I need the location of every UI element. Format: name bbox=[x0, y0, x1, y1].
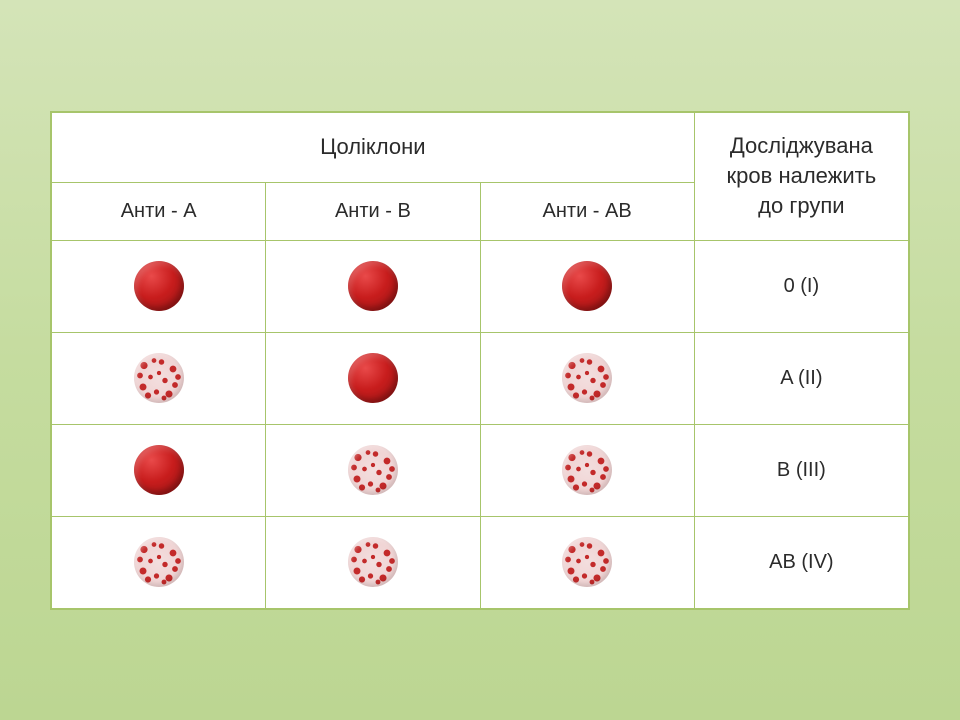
cell-sample bbox=[266, 332, 480, 424]
cell-sample bbox=[480, 240, 694, 332]
blood-type-table: Цоліклони Досліджувана кров належить до … bbox=[50, 111, 910, 610]
cell-sample bbox=[52, 516, 266, 608]
header-reagents: Цоліклони bbox=[52, 112, 695, 182]
table-row: A (II) bbox=[52, 332, 909, 424]
blood-sample-agglutinated-icon bbox=[348, 537, 398, 587]
cell-sample bbox=[266, 516, 480, 608]
blood-sample-agglutinated-icon bbox=[134, 537, 184, 587]
cell-sample bbox=[52, 424, 266, 516]
cell-group: AB (IV) bbox=[694, 516, 908, 608]
table-body: 0 (I) A (II) B (III) bbox=[52, 240, 909, 608]
blood-sample-solid-icon bbox=[348, 261, 398, 311]
cell-sample bbox=[52, 332, 266, 424]
page-background: Цоліклони Досліджувана кров належить до … bbox=[0, 0, 960, 720]
cell-sample bbox=[480, 424, 694, 516]
table-row: AB (IV) bbox=[52, 516, 909, 608]
blood-sample-agglutinated-icon bbox=[562, 537, 612, 587]
subheader-anti-ab: Анти - АВ bbox=[480, 182, 694, 240]
subheader-anti-b: Анти - В bbox=[266, 182, 480, 240]
cell-group: A (II) bbox=[694, 332, 908, 424]
blood-sample-agglutinated-icon bbox=[562, 445, 612, 495]
header-result: Досліджувана кров належить до групи bbox=[694, 112, 908, 240]
cell-sample bbox=[266, 240, 480, 332]
cell-sample bbox=[480, 332, 694, 424]
cell-sample bbox=[480, 516, 694, 608]
blood-sample-solid-icon bbox=[134, 445, 184, 495]
blood-sample-agglutinated-icon bbox=[562, 353, 612, 403]
blood-sample-solid-icon bbox=[562, 261, 612, 311]
blood-sample-solid-icon bbox=[348, 353, 398, 403]
subheader-anti-a: Анти - А bbox=[52, 182, 266, 240]
blood-sample-agglutinated-icon bbox=[134, 353, 184, 403]
blood-sample-agglutinated-icon bbox=[348, 445, 398, 495]
table-row: 0 (I) bbox=[52, 240, 909, 332]
cell-group: B (III) bbox=[694, 424, 908, 516]
blood-sample-solid-icon bbox=[134, 261, 184, 311]
table: Цоліклони Досліджувана кров належить до … bbox=[51, 112, 909, 609]
table-row: B (III) bbox=[52, 424, 909, 516]
cell-sample bbox=[266, 424, 480, 516]
cell-group: 0 (I) bbox=[694, 240, 908, 332]
cell-sample bbox=[52, 240, 266, 332]
